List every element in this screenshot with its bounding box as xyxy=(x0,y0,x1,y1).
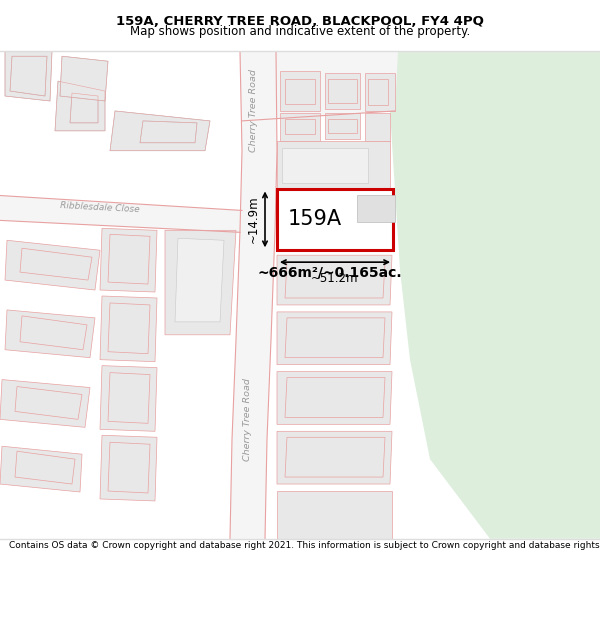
Polygon shape xyxy=(282,148,368,182)
Text: Ribblesdale Close: Ribblesdale Close xyxy=(60,201,140,214)
Text: ~14.9m: ~14.9m xyxy=(247,196,260,243)
Polygon shape xyxy=(285,262,385,298)
Bar xyxy=(277,189,393,250)
Polygon shape xyxy=(240,51,398,121)
Text: 159A, CHERRY TREE ROAD, BLACKPOOL, FY4 4PQ: 159A, CHERRY TREE ROAD, BLACKPOOL, FY4 4… xyxy=(116,16,484,28)
Polygon shape xyxy=(285,378,385,418)
Bar xyxy=(285,119,315,134)
Polygon shape xyxy=(285,318,385,357)
Polygon shape xyxy=(108,303,150,354)
Polygon shape xyxy=(285,438,385,477)
Bar xyxy=(325,73,360,109)
Polygon shape xyxy=(100,366,157,431)
Polygon shape xyxy=(60,56,108,101)
Polygon shape xyxy=(277,255,392,305)
Polygon shape xyxy=(0,196,242,232)
Bar xyxy=(325,113,360,139)
Text: 159A: 159A xyxy=(288,209,342,229)
Polygon shape xyxy=(0,379,90,428)
Polygon shape xyxy=(110,111,210,151)
Polygon shape xyxy=(100,435,157,501)
Polygon shape xyxy=(70,93,98,123)
Polygon shape xyxy=(15,451,75,484)
Polygon shape xyxy=(277,372,392,424)
Polygon shape xyxy=(20,248,92,280)
Bar xyxy=(328,119,357,133)
Bar xyxy=(365,73,395,111)
Bar xyxy=(280,71,320,111)
Polygon shape xyxy=(5,310,95,358)
Text: Cherry Tree Road: Cherry Tree Road xyxy=(248,69,257,152)
Polygon shape xyxy=(20,316,87,350)
Polygon shape xyxy=(108,372,150,423)
Polygon shape xyxy=(277,312,392,364)
Text: Contains OS data © Crown copyright and database right 2021. This information is : Contains OS data © Crown copyright and d… xyxy=(9,541,600,551)
Polygon shape xyxy=(5,51,52,101)
Polygon shape xyxy=(10,56,47,96)
Text: ~51.2m: ~51.2m xyxy=(311,272,359,285)
Text: Cherry Tree Road: Cherry Tree Road xyxy=(244,378,253,461)
Polygon shape xyxy=(0,446,82,492)
Bar xyxy=(368,79,388,105)
Text: Map shows position and indicative extent of the property.: Map shows position and indicative extent… xyxy=(130,26,470,39)
Polygon shape xyxy=(108,234,150,284)
Polygon shape xyxy=(5,240,100,290)
Polygon shape xyxy=(385,51,600,539)
Text: ~666m²/~0.165ac.: ~666m²/~0.165ac. xyxy=(257,265,403,279)
Bar xyxy=(357,194,395,222)
Polygon shape xyxy=(277,431,392,484)
Polygon shape xyxy=(55,81,105,131)
Bar xyxy=(280,113,320,141)
Polygon shape xyxy=(175,238,224,322)
Polygon shape xyxy=(230,51,277,539)
Polygon shape xyxy=(277,491,392,539)
Polygon shape xyxy=(140,121,197,142)
Bar xyxy=(285,79,315,104)
Bar xyxy=(365,113,390,141)
Polygon shape xyxy=(100,228,157,292)
Polygon shape xyxy=(100,296,157,362)
Polygon shape xyxy=(108,442,150,493)
Polygon shape xyxy=(15,386,82,419)
Bar xyxy=(328,79,357,103)
Polygon shape xyxy=(277,141,390,191)
Polygon shape xyxy=(165,231,236,335)
